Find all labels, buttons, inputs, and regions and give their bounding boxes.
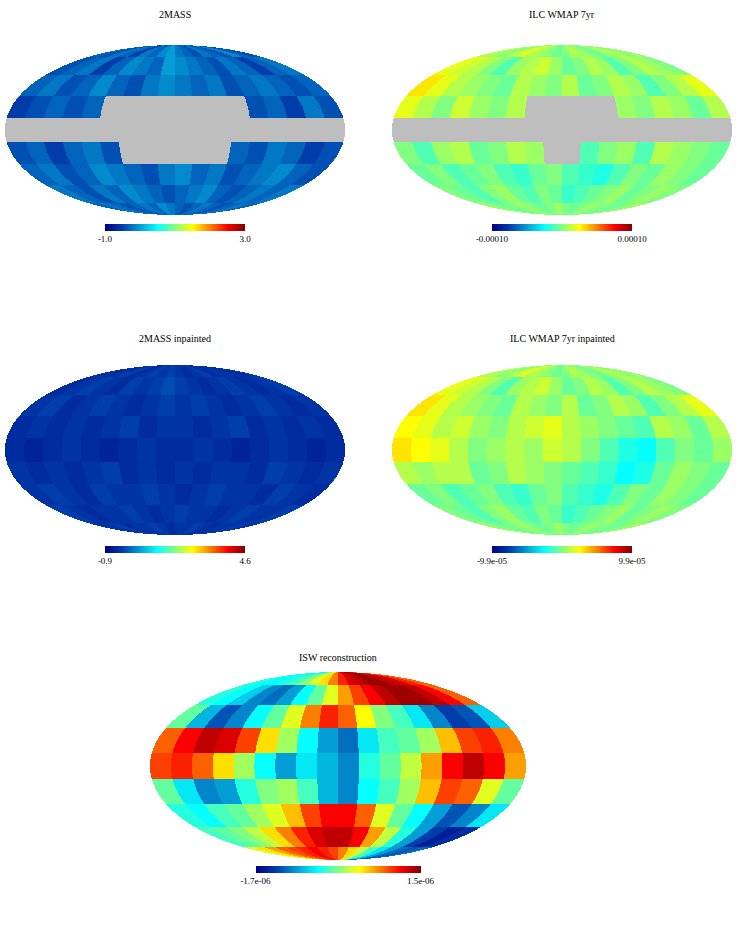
svg-text:2MASS: 2MASS xyxy=(159,9,191,20)
svg-text:9.9e-05: 9.9e-05 xyxy=(618,556,646,566)
svg-text:-1.0: -1.0 xyxy=(98,234,113,244)
svg-text:0.00010: 0.00010 xyxy=(617,234,647,244)
svg-text:ISW reconstruction: ISW reconstruction xyxy=(299,652,377,663)
svg-text:ILC WMAP 7yr inpainted: ILC WMAP 7yr inpainted xyxy=(510,333,615,344)
svg-text:2MASS inpainted: 2MASS inpainted xyxy=(139,333,211,344)
svg-text:-0.9: -0.9 xyxy=(98,556,113,566)
svg-text:-1.7e-06: -1.7e-06 xyxy=(240,876,271,886)
svg-text:3.0: 3.0 xyxy=(239,234,251,244)
svg-text:ILC WMAP 7yr: ILC WMAP 7yr xyxy=(529,9,595,20)
svg-text:-0.00010: -0.00010 xyxy=(476,234,509,244)
svg-text:-9.9e-05: -9.9e-05 xyxy=(477,556,508,566)
svg-text:4.6: 4.6 xyxy=(239,556,251,566)
svg-text:1.5e-06: 1.5e-06 xyxy=(407,876,435,886)
